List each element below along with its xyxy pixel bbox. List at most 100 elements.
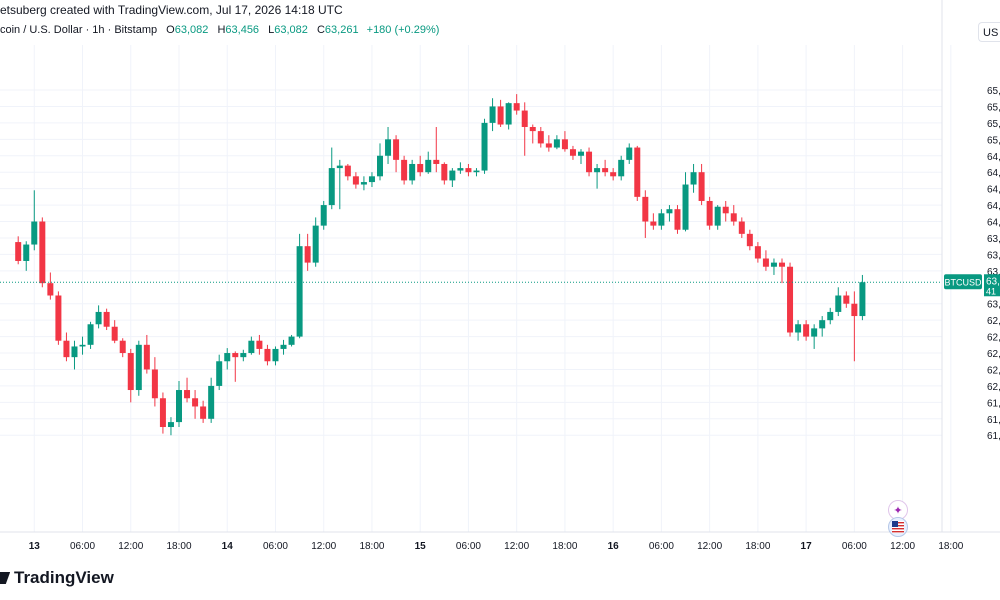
candle	[505, 102, 512, 130]
candle	[167, 417, 174, 436]
candle-body	[803, 324, 810, 337]
candle	[184, 377, 191, 403]
candle	[377, 143, 383, 181]
candle-body	[610, 172, 617, 177]
close-value: 63,261	[324, 24, 359, 36]
candle	[497, 99, 504, 127]
price-tick-label: 61,	[987, 431, 1000, 442]
candle	[449, 168, 456, 187]
candle	[738, 217, 745, 238]
candle-body	[256, 340, 263, 349]
candle	[561, 131, 568, 152]
price-tick-label: 62,	[987, 316, 1000, 327]
candle-body	[706, 200, 713, 226]
candle-body	[658, 213, 665, 226]
candle	[393, 135, 400, 173]
open-label: O	[166, 24, 175, 36]
candle	[827, 307, 834, 325]
candle-body	[296, 246, 303, 337]
candle-body	[473, 170, 480, 173]
time-tick-label: 13	[29, 541, 41, 552]
price-tick-label: 65,	[987, 135, 1000, 146]
candle	[835, 287, 842, 317]
candle-body	[23, 244, 30, 261]
candle	[200, 400, 207, 423]
candle-body	[594, 168, 601, 173]
us-flag-icon[interactable]	[888, 517, 908, 537]
candle	[851, 291, 858, 362]
candle-body	[63, 340, 70, 358]
candle	[706, 196, 713, 230]
candle	[787, 262, 794, 337]
candle	[368, 172, 375, 187]
candle	[762, 250, 769, 271]
candle	[328, 147, 335, 210]
time-axis-ticks[interactable]: 13 06:00 12:00 18:00 14 06:00 12:00 18:00 15 06:0…	[29, 541, 964, 552]
candle	[176, 380, 182, 428]
candle	[304, 233, 311, 271]
candle-body	[650, 221, 657, 226]
candle-body	[634, 147, 641, 197]
time-tick-label: 12:00	[118, 541, 143, 552]
price-axis-ticks[interactable]: 65,65,65,65,64,64,64,64,64,63,63,63,63,6…	[987, 86, 1000, 442]
candle	[594, 163, 601, 189]
time-tick-label: 18:00	[745, 541, 770, 552]
candle	[159, 392, 166, 434]
candle-body	[352, 176, 359, 185]
candle	[31, 190, 38, 251]
candle	[272, 346, 279, 366]
candle	[248, 336, 255, 355]
candle-body	[642, 196, 649, 222]
candle-body	[835, 295, 842, 312]
candle-body	[795, 324, 802, 333]
candle	[610, 168, 617, 181]
candle	[224, 348, 231, 370]
candle-body	[31, 221, 38, 245]
candle-body	[320, 205, 327, 226]
price-tick-label: 63,	[987, 250, 1000, 261]
candle-body	[674, 209, 681, 230]
candle-body	[159, 398, 166, 428]
candle-body	[401, 159, 408, 181]
time-tick-label: 18:00	[938, 541, 963, 552]
candle	[55, 291, 62, 345]
candle	[401, 155, 408, 185]
candle	[730, 205, 737, 226]
candle-body	[513, 103, 520, 111]
symbol-tag-label: BTCUSD	[944, 277, 982, 287]
candle	[634, 145, 641, 201]
candle-body	[690, 172, 697, 185]
candle	[859, 274, 866, 321]
candle-body	[529, 126, 536, 132]
tradingview-logo[interactable]: TradingView	[0, 567, 114, 589]
candle-body	[425, 159, 432, 173]
candle	[87, 321, 94, 349]
time-tick-label: 15	[415, 541, 427, 552]
price-tick-label: 62,	[987, 349, 1000, 360]
candle	[119, 338, 126, 358]
time-tick-label: 06:00	[649, 541, 674, 552]
candle-body	[127, 353, 134, 391]
symbol-name[interactable]: coin / U.S. Dollar · 1h · Bitstamp	[0, 24, 158, 36]
price-tick-label: 63,	[987, 267, 1000, 278]
time-tick-label: 12:00	[504, 541, 529, 552]
candle-body	[521, 110, 528, 127]
candle	[819, 316, 826, 337]
candle	[513, 94, 520, 115]
candle-body	[312, 225, 319, 263]
candle	[385, 126, 392, 164]
candle-body	[248, 340, 255, 354]
candle	[143, 334, 150, 374]
candle	[779, 258, 785, 284]
candle-body	[578, 151, 584, 156]
time-tick-label: 12:00	[697, 541, 722, 552]
candle-body	[602, 168, 609, 173]
time-tick-label: 18:00	[552, 541, 577, 552]
candle-body	[385, 139, 392, 156]
candle-body	[738, 221, 745, 234]
candle	[208, 377, 215, 423]
currency-button[interactable]: US	[978, 22, 1000, 42]
price-tick-label: 65,	[987, 102, 1000, 113]
candle-body	[537, 131, 544, 144]
